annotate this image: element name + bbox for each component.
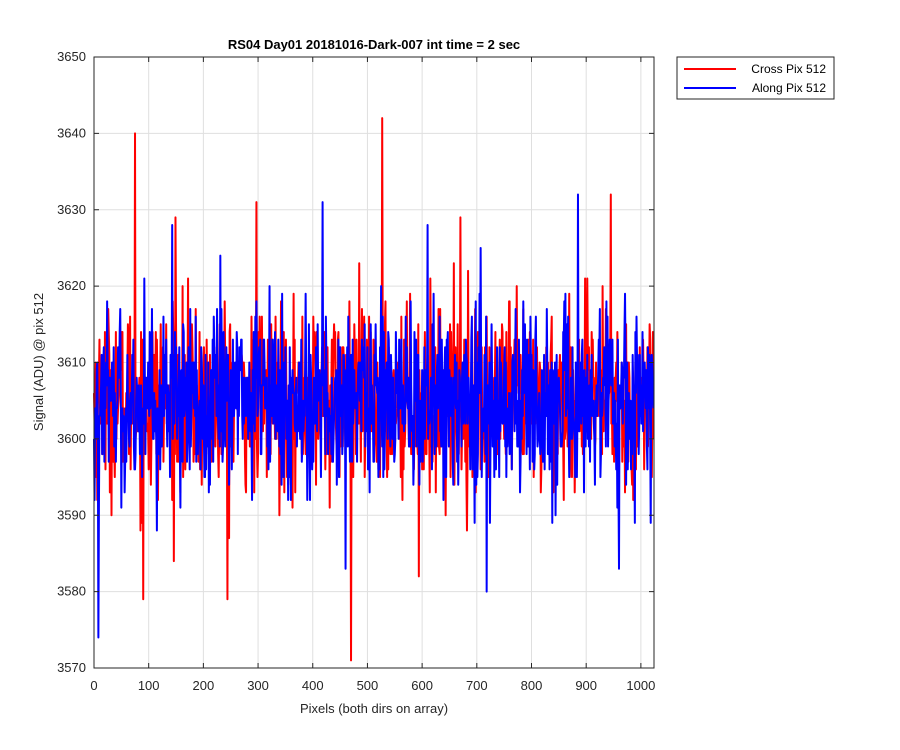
legend-label-cross: Cross Pix 512 — [751, 62, 826, 76]
y-tick-label: 3630 — [57, 202, 86, 217]
x-tick-label: 800 — [521, 678, 543, 693]
series-line-along-pix-512 — [93, 193, 655, 639]
y-tick-label: 3570 — [57, 660, 86, 675]
x-tick-label: 700 — [466, 678, 488, 693]
y-axis: 3570 3580 3590 3600 3610 3620 3630 3640 3650 — [57, 49, 654, 675]
x-tick-label: 600 — [411, 678, 433, 693]
y-tick-label: 3650 — [57, 49, 86, 64]
y-tick-label: 3620 — [57, 278, 86, 293]
y-tick-label: 3640 — [57, 125, 86, 140]
x-tick-label: 1000 — [626, 678, 655, 693]
y-tick-label: 3580 — [57, 584, 86, 599]
legend-label-along: Along Pix 512 — [752, 81, 826, 95]
x-tick-label: 0 — [90, 678, 97, 693]
x-tick-label: 200 — [193, 678, 215, 693]
x-tick-label: 400 — [302, 678, 324, 693]
x-tick-label: 100 — [138, 678, 160, 693]
y-tick-label: 3610 — [57, 355, 86, 370]
y-axis-label: Signal (ADU) @ pix 512 — [31, 293, 46, 431]
series-layer — [93, 117, 655, 662]
y-tick-label: 3600 — [57, 431, 86, 446]
x-axis-label: Pixels (both dirs on array) — [300, 701, 448, 716]
x-tick-label: 500 — [357, 678, 379, 693]
chart-title: RS04 Day01 20181016-Dark-007 int time = … — [228, 37, 520, 52]
y-tick-label: 3590 — [57, 507, 86, 522]
legend: Cross Pix 512 Along Pix 512 — [676, 56, 835, 100]
x-tick-label: 300 — [247, 678, 269, 693]
x-tick-label: 900 — [575, 678, 597, 693]
legend-box — [676, 56, 835, 100]
x-axis: 0 100 200 300 400 500 600 700 800 900 1000 — [90, 57, 655, 693]
